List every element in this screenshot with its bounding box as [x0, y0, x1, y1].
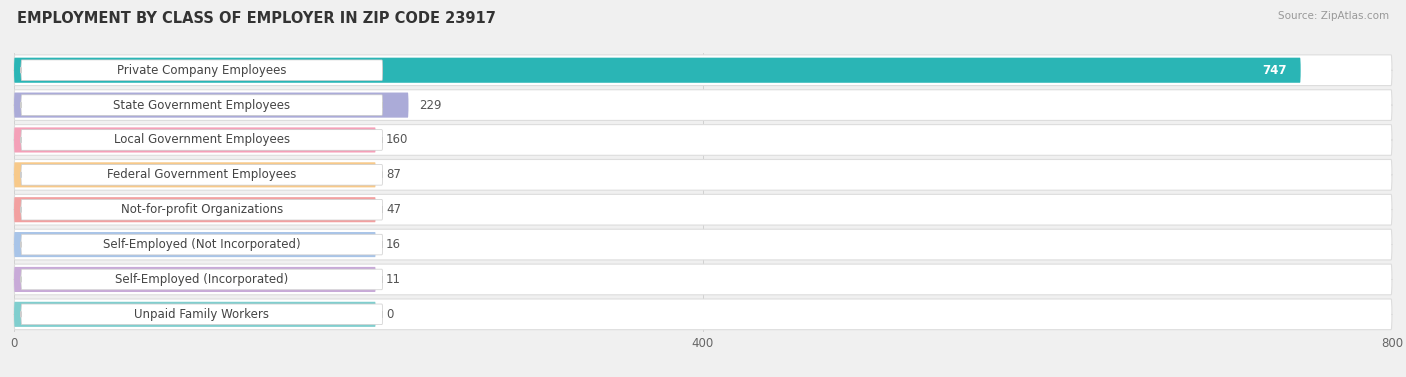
Text: Not-for-profit Organizations: Not-for-profit Organizations — [121, 203, 283, 216]
Text: 160: 160 — [387, 133, 409, 146]
FancyBboxPatch shape — [21, 269, 382, 290]
FancyBboxPatch shape — [21, 95, 382, 115]
Text: State Government Employees: State Government Employees — [114, 99, 291, 112]
FancyBboxPatch shape — [21, 304, 382, 325]
FancyBboxPatch shape — [14, 232, 375, 257]
Text: 0: 0 — [387, 308, 394, 321]
FancyBboxPatch shape — [14, 90, 1392, 120]
Text: 747: 747 — [1263, 64, 1286, 77]
Text: 11: 11 — [387, 273, 401, 286]
FancyBboxPatch shape — [14, 195, 1392, 225]
Text: 16: 16 — [387, 238, 401, 251]
FancyBboxPatch shape — [14, 229, 1392, 260]
FancyBboxPatch shape — [14, 299, 1392, 329]
FancyBboxPatch shape — [14, 302, 375, 327]
FancyBboxPatch shape — [14, 127, 375, 153]
FancyBboxPatch shape — [21, 130, 382, 150]
Text: Federal Government Employees: Federal Government Employees — [107, 169, 297, 181]
FancyBboxPatch shape — [14, 264, 1392, 295]
FancyBboxPatch shape — [21, 60, 382, 81]
FancyBboxPatch shape — [21, 234, 382, 255]
Text: Unpaid Family Workers: Unpaid Family Workers — [135, 308, 270, 321]
FancyBboxPatch shape — [21, 164, 382, 185]
FancyBboxPatch shape — [14, 55, 1392, 86]
Text: 87: 87 — [387, 169, 401, 181]
FancyBboxPatch shape — [21, 199, 382, 220]
Text: Self-Employed (Incorporated): Self-Employed (Incorporated) — [115, 273, 288, 286]
FancyBboxPatch shape — [14, 125, 1392, 155]
FancyBboxPatch shape — [14, 267, 375, 292]
Text: Local Government Employees: Local Government Employees — [114, 133, 290, 146]
Text: Source: ZipAtlas.com: Source: ZipAtlas.com — [1278, 11, 1389, 21]
FancyBboxPatch shape — [14, 162, 375, 187]
FancyBboxPatch shape — [14, 58, 1301, 83]
FancyBboxPatch shape — [14, 92, 409, 118]
FancyBboxPatch shape — [14, 159, 1392, 190]
Text: Self-Employed (Not Incorporated): Self-Employed (Not Incorporated) — [103, 238, 301, 251]
Text: EMPLOYMENT BY CLASS OF EMPLOYER IN ZIP CODE 23917: EMPLOYMENT BY CLASS OF EMPLOYER IN ZIP C… — [17, 11, 496, 26]
Text: 47: 47 — [387, 203, 401, 216]
Text: Private Company Employees: Private Company Employees — [117, 64, 287, 77]
Text: 229: 229 — [419, 99, 441, 112]
FancyBboxPatch shape — [14, 197, 375, 222]
